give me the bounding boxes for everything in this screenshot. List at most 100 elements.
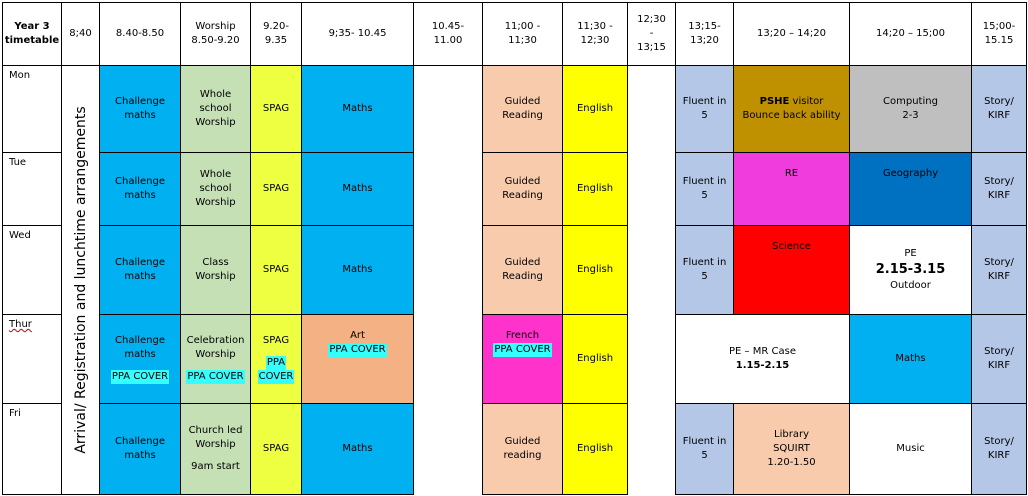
wed-c7-cell: English — [562, 225, 628, 315]
cell-text: school — [199, 103, 232, 114]
cell-text: 8.40-8.50 — [115, 28, 165, 39]
header-slot: 8;40 — [61, 2, 100, 66]
pshe-line: PSHE visitor — [760, 95, 824, 109]
cell-text: Celebration — [186, 335, 245, 346]
cell-text: 8.50-9.20 — [191, 35, 240, 46]
cell-text: SPAG — [262, 183, 290, 194]
header-slot: 11;30 - 12;30 — [562, 2, 628, 66]
cell-text: 14;20 – 15;00 — [876, 28, 945, 39]
cell-text: Guided — [504, 96, 541, 107]
fri-c12-cell: Story/KIRF — [971, 403, 1027, 495]
cell-text: Library — [774, 429, 809, 440]
cell-text: 2.15-3.15 — [875, 262, 946, 277]
wed-c6-cell: Guided Reading — [482, 225, 563, 315]
cell-text: 11.00 — [433, 35, 463, 46]
cell-text: Computing — [883, 96, 938, 107]
cell-text: Worship — [195, 117, 236, 128]
cell-text: Worship — [195, 271, 236, 282]
cell-text: French — [505, 330, 540, 341]
cell-text: Year 3 — [14, 21, 50, 32]
thu-c2-cell: Celebration Worship PPA COVER — [180, 314, 251, 404]
thu-c4-cell: Art PPA COVER — [301, 314, 414, 404]
cell-text: Guided — [504, 176, 541, 187]
cell-text: Story/ — [984, 346, 1014, 357]
cell-text: 9.35 — [264, 35, 288, 46]
cell-text: Reading — [502, 190, 543, 201]
fri-c1-cell: Challenge maths — [99, 403, 181, 495]
thu-c12-cell: Story/KIRF — [971, 314, 1027, 404]
tue-c3-cell: SPAG — [250, 152, 302, 226]
day-name: Wed — [9, 230, 31, 241]
cell-text: Fluent in — [682, 176, 727, 187]
thu-pe-mr-case-cell: PE – MR Case 1.15-2.15 — [675, 314, 850, 404]
cell-text: Church led — [188, 425, 243, 436]
fri-c3-cell: SPAG — [250, 403, 302, 495]
wed-c1-cell: Challenge maths — [99, 225, 181, 315]
cell-text: 12;30 — [580, 35, 610, 46]
cell-text: Fluent in — [682, 436, 727, 447]
cell-text: maths — [124, 110, 156, 121]
cell-text: Challenge — [115, 436, 165, 447]
header-slot: 10.45- 11.00 — [413, 2, 483, 66]
fri-c2-cell: Church led Worship 9am start — [180, 403, 251, 495]
cell-text: Whole — [199, 89, 232, 100]
cell-text: 8;40 — [69, 28, 92, 39]
cell-text: maths — [124, 190, 156, 201]
cell-text: Challenge — [115, 96, 165, 107]
cell-text: PE — [904, 248, 917, 259]
header-slot: 12;30 - 13;15 — [627, 2, 676, 66]
wed-c9-cell: Fluent in 5 — [675, 225, 734, 315]
cell-text: 9;35- 10.45 — [328, 28, 387, 39]
ppa-cover-highlight: PPA COVER — [186, 370, 245, 384]
cell-text: 5 — [701, 450, 708, 461]
tue-c7-cell: English — [562, 152, 628, 226]
cell-text: Worship — [195, 439, 236, 450]
fri-c11-cell: Music — [849, 403, 972, 495]
cell-text: Music — [896, 443, 925, 454]
wed-c11-cell: PE 2.15-3.15 Outdoor — [849, 225, 972, 315]
cell-text: Maths — [342, 264, 373, 275]
cell-text: Worship — [195, 197, 236, 208]
cell-text: maths — [124, 450, 156, 461]
cell-text: Fluent in — [682, 96, 727, 107]
cell-text: Story/ — [984, 436, 1014, 447]
tue-c1-cell: Challenge maths — [99, 152, 181, 226]
cell-text: Geography — [882, 168, 939, 179]
thu-c1-cell: Challenge maths PPA COVER — [99, 314, 181, 404]
cell-text: Science — [772, 241, 811, 252]
ppa-cover-highlight: PPA — [265, 356, 287, 370]
ppa-cover-highlight: COVER — [257, 370, 295, 384]
cell-text: Story/ — [984, 96, 1014, 107]
cell-text: - — [649, 28, 654, 39]
cell-text: 5 — [701, 110, 708, 121]
cell-text: 13;15 — [637, 42, 666, 53]
cell-text: English — [576, 264, 614, 275]
wed-c3-cell: SPAG — [250, 225, 302, 315]
header-slot: 15;00- 15.15 — [971, 2, 1027, 66]
mon-c12-cell: Story/KIRF — [971, 65, 1027, 153]
day-label: Thur — [2, 314, 62, 404]
mon-c2-cell: Whole school Worship — [180, 65, 251, 153]
cell-text: school — [199, 183, 232, 194]
tue-c12-cell: Story/KIRF — [971, 152, 1027, 226]
mon-c6-cell: Guided Reading — [482, 65, 563, 153]
mon-c4-cell: Maths — [301, 65, 414, 153]
cell-text: Maths — [342, 443, 373, 454]
cell-text: SPAG — [262, 335, 290, 346]
cell-text: English — [576, 443, 614, 454]
cell-text: 11;00 - — [504, 21, 541, 32]
arrival-label: Arrival/ Registration and lunchtime arra… — [72, 106, 89, 454]
cell-text: Bounce back ability — [742, 110, 841, 121]
cell-text: Worship — [195, 21, 236, 32]
cell-text: SQUIRT — [773, 443, 810, 454]
cell-text: KIRF — [987, 360, 1011, 371]
cell-text: Worship — [195, 349, 236, 360]
cell-text: 5 — [701, 190, 708, 201]
pshe-bold: PSHE — [759, 96, 790, 107]
day-name: Tue — [9, 157, 27, 168]
day-name: Thur — [9, 319, 32, 330]
cell-text: maths — [124, 271, 156, 282]
arrival-column: Arrival/ Registration and lunchtime arra… — [61, 65, 100, 495]
header-slot: 9.20- 9.35 — [250, 2, 302, 66]
